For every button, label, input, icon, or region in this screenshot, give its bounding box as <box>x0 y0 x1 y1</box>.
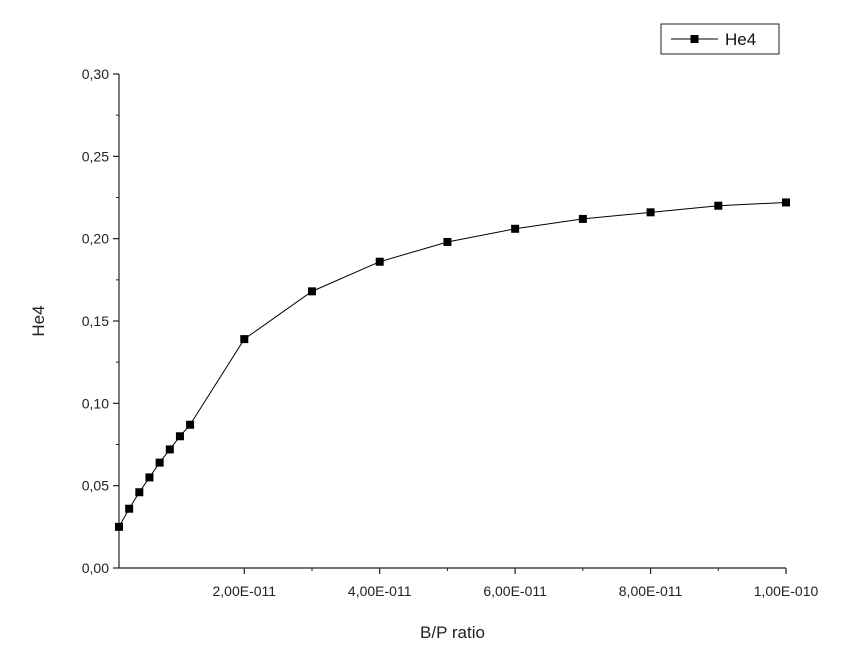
legend: He4 <box>660 23 780 55</box>
y-axis-title: He4 <box>29 305 48 336</box>
data-point <box>115 522 123 531</box>
data-point <box>375 257 384 266</box>
legend-marker-square <box>690 35 699 43</box>
data-point <box>135 488 144 497</box>
y-tick-label: 0,10 <box>82 395 109 411</box>
data-point <box>125 504 134 513</box>
series-line <box>118 201 787 528</box>
data-point <box>782 198 790 207</box>
series-layer <box>115 198 790 531</box>
legend-label: He4 <box>725 30 756 49</box>
data-point <box>145 473 154 482</box>
x-tick-label: 2,00E-011 <box>212 583 276 599</box>
data-point <box>155 458 164 467</box>
x-tick-label: 1,00E-010 <box>754 583 819 599</box>
data-point <box>307 287 316 296</box>
data-point <box>240 335 249 344</box>
x-tick-label: 8,00E-011 <box>619 583 683 599</box>
data-point <box>443 237 452 246</box>
data-point <box>165 445 174 454</box>
data-point <box>175 432 184 441</box>
x-axis-title: B/P ratio <box>420 623 485 642</box>
y-tick-label: 0,00 <box>82 560 109 576</box>
y-tick-label: 0,30 <box>82 66 109 82</box>
x-tick-label: 4,00E-011 <box>348 583 412 599</box>
data-point <box>714 201 723 210</box>
y-tick-label: 0,25 <box>82 148 109 164</box>
y-tick-label: 0,15 <box>82 313 109 329</box>
data-point <box>646 208 655 217</box>
x-tick-label: 6,00E-011 <box>483 583 547 599</box>
data-point <box>511 224 520 233</box>
ticks: 0,00 0,05 0,10 0,15 0,20 0,25 0,30 2,00E-011 4,0… <box>82 66 819 599</box>
data-point <box>578 214 587 223</box>
axes <box>118 74 786 569</box>
y-tick-label: 0,05 <box>82 478 109 494</box>
y-tick-label: 0,20 <box>82 231 109 247</box>
data-point <box>186 420 195 429</box>
